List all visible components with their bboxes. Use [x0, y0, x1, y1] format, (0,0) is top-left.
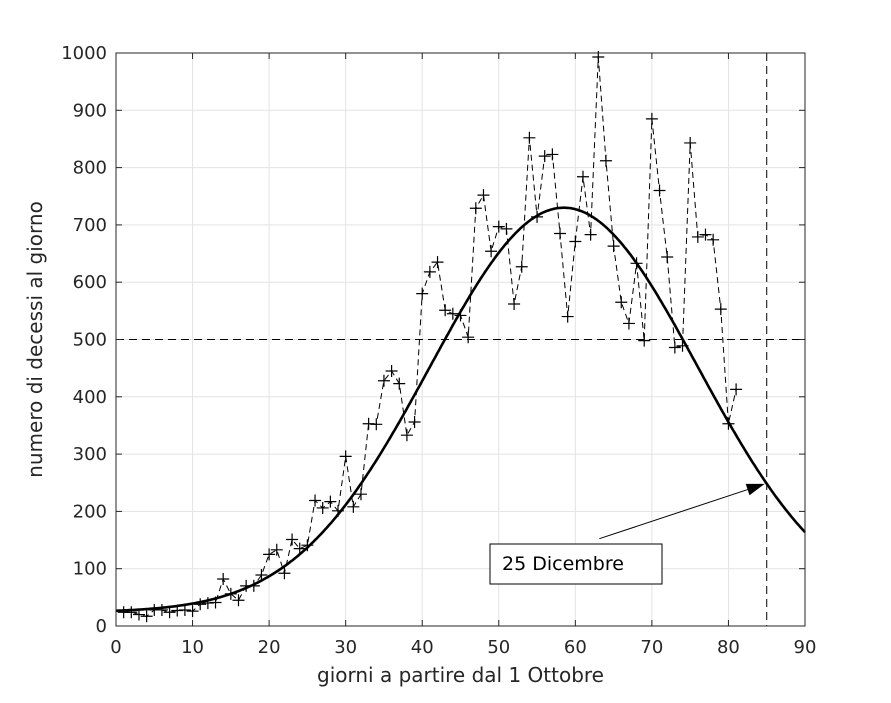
- data-point: [538, 150, 551, 163]
- data-point: [599, 154, 612, 167]
- data-point: [607, 240, 620, 253]
- data-point: [515, 260, 528, 273]
- x-tick-labels: 0 10 20 30 40 50 60 70 80 90: [110, 637, 816, 658]
- data-point: [730, 383, 743, 396]
- x-tick-label: 70: [640, 637, 663, 658]
- annotation-arrow-line: [599, 489, 748, 540]
- data-point: [431, 256, 444, 269]
- data-point: [423, 265, 436, 278]
- annotation-text: 25 Dicembre: [502, 553, 624, 575]
- y-tick-label: 600: [73, 272, 107, 293]
- data-point: [485, 245, 498, 258]
- data-point: [439, 304, 452, 317]
- x-tick-label: 20: [258, 637, 281, 658]
- data-point: [645, 112, 658, 125]
- data-point: [163, 606, 176, 619]
- data-point: [462, 331, 475, 344]
- data-point: [691, 230, 704, 243]
- data-point: [661, 250, 674, 263]
- data-point: [469, 202, 482, 215]
- data-point: [324, 495, 337, 508]
- data-point: [684, 136, 697, 149]
- fit-series: [116, 206, 806, 612]
- data-point: [576, 170, 589, 183]
- data-point: [393, 377, 406, 390]
- data-point: [699, 228, 712, 241]
- y-tick-label: 800: [73, 158, 107, 179]
- data-point: [339, 450, 352, 463]
- data-point: [270, 543, 283, 556]
- y-tick-label: 500: [73, 330, 107, 351]
- y-tick-label: 100: [73, 559, 107, 580]
- y-tick-label: 700: [73, 215, 107, 236]
- y-tick-label: 900: [73, 100, 107, 121]
- data-point: [714, 303, 727, 316]
- y-tick-label: 300: [73, 444, 107, 465]
- annotation-arrow-head: [745, 483, 765, 496]
- data-point: [155, 603, 168, 616]
- data-point: [523, 131, 536, 144]
- data-point: [385, 365, 398, 378]
- grid: [116, 53, 805, 626]
- y-tick-labels: 0 100 200 300 400 500 600 700 800 900 1000: [61, 43, 107, 637]
- data-point: [263, 548, 276, 561]
- y-tick-label: 0: [96, 616, 107, 637]
- data-point: [584, 228, 597, 241]
- x-tick-label: 0: [110, 637, 121, 658]
- y-axis-label: numero di decessi al giorno: [23, 201, 47, 478]
- data-point: [278, 567, 291, 580]
- data-point: [622, 317, 635, 330]
- fit-curve: [116, 206, 806, 612]
- data-point: [125, 606, 138, 619]
- reference-lines: [116, 53, 805, 626]
- data-point: [546, 148, 559, 161]
- data-point: [615, 296, 628, 309]
- data-point: [347, 500, 360, 513]
- data-point: [400, 429, 413, 442]
- data-point: [140, 610, 153, 623]
- data-point: [232, 594, 245, 607]
- data-point: [255, 569, 268, 582]
- data-point: [561, 310, 574, 323]
- x-tick-label: 60: [564, 637, 587, 658]
- data-point: [416, 287, 429, 300]
- data-point: [638, 334, 651, 347]
- data-point: [354, 488, 367, 501]
- data-point: [194, 598, 207, 611]
- data-point: [500, 222, 513, 235]
- data-point: [309, 494, 322, 507]
- data-point: [668, 341, 681, 354]
- data-point: [569, 235, 582, 248]
- data-point: [508, 297, 521, 310]
- data-point: [286, 533, 299, 546]
- data-series: [117, 51, 743, 623]
- data-point: [186, 605, 199, 618]
- data-point: [316, 501, 329, 514]
- data-point: [217, 573, 230, 586]
- y-tick-label: 1000: [61, 43, 107, 64]
- x-tick-label: 30: [334, 637, 357, 658]
- y-tick-label: 200: [73, 501, 107, 522]
- x-axis-label: giorni a partire dal 1 Ottobre: [317, 663, 604, 687]
- annotation: 25 Dicembre: [489, 483, 765, 585]
- x-tick-label: 80: [717, 637, 740, 658]
- x-tick-label: 90: [794, 637, 817, 658]
- y-tick-label: 400: [73, 387, 107, 408]
- data-point: [492, 220, 505, 233]
- data-point: [653, 184, 666, 197]
- data-point: [408, 416, 421, 429]
- data-point: [477, 189, 490, 202]
- x-tick-label: 10: [181, 637, 204, 658]
- data-point: [370, 418, 383, 431]
- data-point: [446, 307, 459, 320]
- x-tick-label: 40: [411, 637, 434, 658]
- data-point: [377, 374, 390, 387]
- annotation-box: [489, 543, 663, 585]
- data-point: [554, 227, 567, 240]
- tick-marks: [115, 52, 806, 627]
- data-point: [707, 233, 720, 246]
- x-tick-label: 50: [487, 637, 510, 658]
